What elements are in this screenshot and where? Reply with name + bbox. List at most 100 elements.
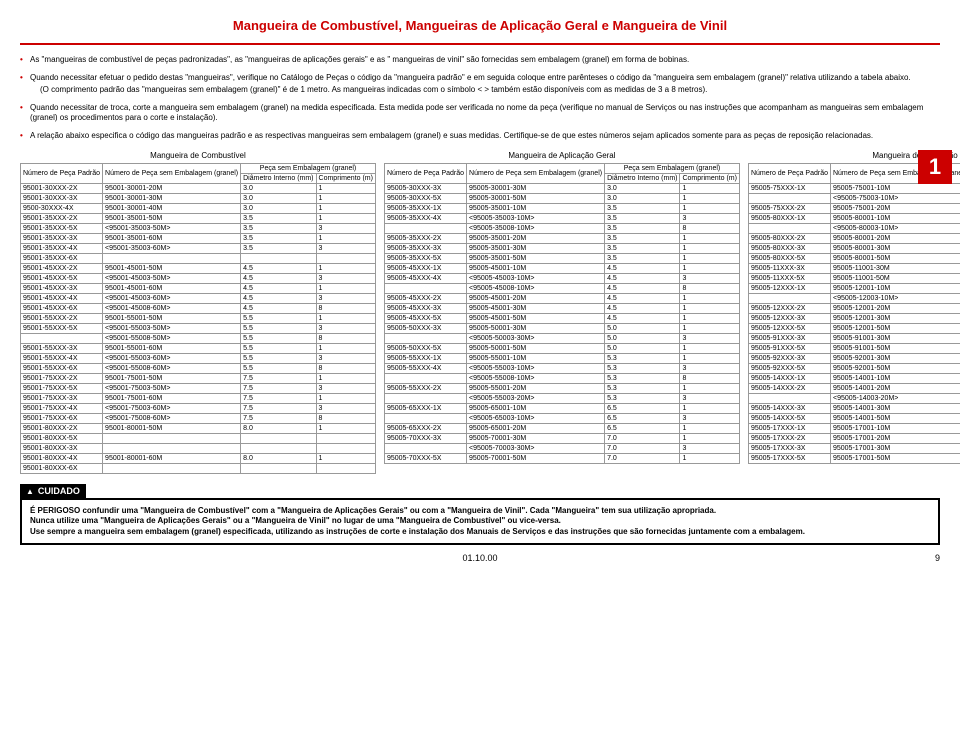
table-row: 95001-45XXX-6X<95001-45008-60M>4.58 [21, 304, 376, 314]
table-row: <95005-50003-30M>5.03 [384, 334, 739, 344]
table-col-2: Mangueira de Aplicação Geral Número de P… [384, 149, 740, 474]
table-row: 95005-45XXX-4X<95005-45003-10M>4.53 [384, 274, 739, 284]
table-row: 95001-80XXX-2X95001-80001-50M8.01 [21, 424, 376, 434]
table-row: 95005-35XXX-4X<95005-35003-10M>3.53 [384, 214, 739, 224]
table-row: 95001-30XXX-2X95001-30001-20M3.01 [21, 184, 376, 194]
table-row: 95005-11XXX-5X95005-11001-50M11.01 [748, 274, 960, 284]
table-row: 95005-65XXX-1X95005-65001-10M6.51 [384, 404, 739, 414]
table-row: 95005-92XXX-5X95005-92001-50M12.01 [748, 364, 960, 374]
bullet-item: As "mangueiras de combustível de peças p… [20, 55, 940, 65]
table-row: 95005-12XXX-1X95005-12001-10M12.01 [748, 284, 960, 294]
table-row: 95001-80XXX-6X [21, 464, 376, 474]
table-row: 95001-80XXX-3X [21, 444, 376, 454]
table-row: 95005-50XXX-3X95005-50001-30M5.01 [384, 324, 739, 334]
data-table: Número de Peça PadrãoNúmero de Peça sem … [748, 163, 960, 464]
section-badge: 1 [918, 150, 952, 184]
table-row: <95001-55008-50M>5.58 [21, 334, 376, 344]
table-row: 95005-55XXX-1X95005-55001-10M5.31 [384, 354, 739, 364]
table-row: 95005-30XXX-5X95005-30001-50M3.01 [384, 194, 739, 204]
caution-line: Use sempre a mangueira sem embalagem (gr… [30, 527, 930, 537]
page-number: 9 [935, 553, 940, 563]
table-row: <95005-65003-10M>6.53 [384, 414, 739, 424]
table-row: 95005-17XXX-3X95005-17001-30M17.01 [748, 444, 960, 454]
table-col-3: Mangueira de Aplicação Geral Número de P… [748, 149, 960, 474]
table-row: 95001-35XXX-3X95001-35001-60M3.51 [21, 234, 376, 244]
table-row: 95005-75XXX-1X95005-75001-10M7.31 [748, 184, 960, 194]
table-row: 95005-70XXX-3X95005-70001-30M7.01 [384, 434, 739, 444]
table-row: 95005-80XXX-1X95005-80001-10M8.01 [748, 214, 960, 224]
table-row: 95005-80XXX-3X95005-80001-30M8.01 [748, 244, 960, 254]
table-row: <95005-75003-10M>7.33 [748, 194, 960, 204]
table-row: 95001-35XXX-5X<95001-35003-50M>3.53 [21, 224, 376, 234]
table-row: 95001-75XXX-4X<95001-75003-60M>7.53 [21, 404, 376, 414]
table-row: 95005-91XXX-3X95005-91001-30M12.01 [748, 334, 960, 344]
table-row: 95001-75XXX-2X95001-75001-50M7.51 [21, 374, 376, 384]
bullet-item: Quando necessitar de troca, corte a mang… [20, 103, 940, 123]
table-row: 95001-45XXX-2X95001-45001-50M4.51 [21, 264, 376, 274]
table-row: 95001-35XXX-4X<95001-35003-60M>3.53 [21, 244, 376, 254]
table-row: <95005-12003-10M>12.03 [748, 294, 960, 304]
table-row: 95001-45XXX-4X<95001-45003-60M>4.53 [21, 294, 376, 304]
table-row: 95001-35XXX-2X95001-35001-50M3.51 [21, 214, 376, 224]
table-row: 95001-35XXX-6X [21, 254, 376, 264]
table-row: 95005-91XXX-5X95005-91001-50M12.01 [748, 344, 960, 354]
data-table: Número de Peça PadrãoNúmero de Peça sem … [20, 163, 376, 474]
caution-line: Nunca utilize uma "Mangueira de Aplicaçõ… [30, 516, 930, 526]
table-col-1: Mangueira de Combustível Número de Peça … [20, 149, 376, 474]
table-row: 95005-35XXX-1X95005-35001-10M3.51 [384, 204, 739, 214]
table-row: 95001-45XXX-3X95001-45001-60M4.51 [21, 284, 376, 294]
page-footer: 01.10.00 9 [20, 553, 940, 563]
table-row: 95005-12XXX-5X95005-12001-50M12.01 [748, 324, 960, 334]
table-row: <95005-45008-10M>4.58 [384, 284, 739, 294]
table-row: <95005-14003-20M>14.03 [748, 394, 960, 404]
table-row: 95005-35XXX-2X95005-35001-20M3.51 [384, 234, 739, 244]
footer-center: 01.10.00 [462, 553, 497, 563]
page-title: Mangueira de Combustível, Mangueiras de … [20, 12, 940, 45]
table-row: 95001-75XXX-3X95001-75001-60M7.51 [21, 394, 376, 404]
table-row: 95001-55XXX-6X<95001-55008-60M>5.58 [21, 364, 376, 374]
table-row: 95001-55XXX-5X<95001-55003-50M>5.53 [21, 324, 376, 334]
table-row: 95001-55XXX-4X<95001-55003-60M>5.53 [21, 354, 376, 364]
table-row: 95005-14XXX-5X95005-14001-50M14.01 [748, 414, 960, 424]
table-row: 95005-50XXX-5X95005-50001-50M5.01 [384, 344, 739, 354]
table-row: 95005-55XXX-2X95005-55001-20M5.31 [384, 384, 739, 394]
table-row: <95005-80003-10M>8.03 [748, 224, 960, 234]
table-row: 95005-12XXX-2X95005-12001-20M12.01 [748, 304, 960, 314]
table-row: <95005-35008-10M>3.58 [384, 224, 739, 234]
table-heading: Mangueira de Combustível [20, 149, 376, 163]
bullet-item: Quando necessitar efetuar o pedido desta… [20, 73, 940, 95]
table-row: 95005-17XXX-2X95005-17001-20M17.01 [748, 434, 960, 444]
bullet-item: A relação abaixo especifica o código das… [20, 131, 940, 141]
table-row: 95005-30XXX-3X95005-30001-30M3.01 [384, 184, 739, 194]
caution-section: CUIDADO É PERIGOSO confundir uma "Mangue… [20, 484, 940, 545]
table-row: 95001-30XXX-3X95001-30001-30M3.01 [21, 194, 376, 204]
table-row: 95005-80XXX-2X95005-80001-20M8.01 [748, 234, 960, 244]
table-row: 95001-55XXX-2X95001-55001-50M5.51 [21, 314, 376, 324]
table-row: 95005-17XXX-1X95005-17001-10M17.01 [748, 424, 960, 434]
table-row: 95005-35XXX-3X95005-35001-30M3.51 [384, 244, 739, 254]
intro-bullets: As "mangueiras de combustível de peças p… [20, 55, 940, 141]
table-row: 95005-65XXX-2X95005-65001-20M6.51 [384, 424, 739, 434]
table-row: 95005-92XXX-3X95005-92001-30M12.01 [748, 354, 960, 364]
table-row: 95005-45XXX-5X95005-45001-50M4.51 [384, 314, 739, 324]
caution-badge: CUIDADO [20, 484, 86, 498]
table-row: 95005-75XXX-2X95005-75001-20M7.31 [748, 204, 960, 214]
table-row: 95005-45XXX-3X95005-45001-30M4.51 [384, 304, 739, 314]
caution-box: É PERIGOSO confundir uma "Mangueira de C… [20, 498, 940, 545]
table-row: 95005-70XXX-5X95005-70001-50M7.01 [384, 454, 739, 464]
table-row: 95001-75XXX-6X<95001-75008-60M>7.58 [21, 414, 376, 424]
table-row: 95001-55XXX-3X95001-55001-60M5.51 [21, 344, 376, 354]
table-row: 95005-14XXX-2X95005-14001-20M14.01 [748, 384, 960, 394]
table-row: 95005-35XXX-5X95005-35001-50M3.51 [384, 254, 739, 264]
table-row: 95005-17XXX-5X95005-17001-50M17.01 [748, 454, 960, 464]
table-row: 95001-80XXX-5X [21, 434, 376, 444]
table-row: 95005-11XXX-3X95005-11001-30M11.01 [748, 264, 960, 274]
table-row: 95005-80XXX-5X95005-80001-50M8.01 [748, 254, 960, 264]
table-row: 95005-14XXX-1X95005-14001-10M14.01 [748, 374, 960, 384]
table-row: 95005-55XXX-4X<95005-55003-10M>5.33 [384, 364, 739, 374]
table-row: 95005-45XXX-2X95005-45001-20M4.51 [384, 294, 739, 304]
table-row: <95005-55003-20M>5.33 [384, 394, 739, 404]
table-row: 95001-45XXX-5X<95001-45003-50M>4.53 [21, 274, 376, 284]
table-row: <95005-70003-30M>7.03 [384, 444, 739, 454]
table-heading: Mangueira de Aplicação Geral [384, 149, 740, 163]
